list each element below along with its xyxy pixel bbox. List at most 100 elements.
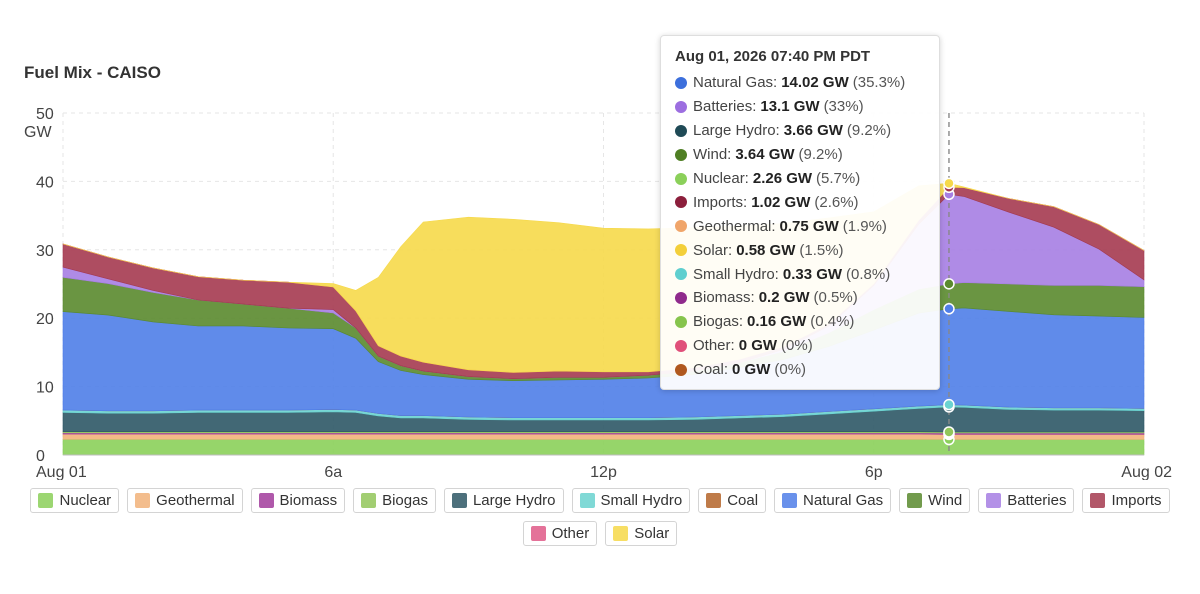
- y-tick-label: 0: [36, 448, 45, 465]
- tooltip-percent: (0.5%): [813, 289, 858, 307]
- legend-swatch-icon: [451, 493, 467, 508]
- legend-item-solar[interactable]: Solar: [605, 521, 678, 546]
- tooltip-value: 3.66 GW: [783, 122, 843, 140]
- tooltip-value: 1.02 GW: [751, 193, 811, 211]
- tooltip-label: Solar:: [693, 241, 733, 259]
- x-tick-label: Aug 02: [1121, 464, 1172, 480]
- hover-marker: [943, 426, 955, 438]
- tooltip-label: Natural Gas:: [693, 74, 778, 92]
- area-geothermal: [62, 433, 1145, 440]
- legend-item-natural-gas[interactable]: Natural Gas: [774, 488, 892, 513]
- legend-item-large-hydro[interactable]: Large Hydro: [443, 488, 564, 513]
- y-axis-label: GW: [24, 124, 52, 141]
- tooltip-value: 2.26 GW: [752, 170, 813, 187]
- tooltip-row: Biogas: 0.16 GW (0.4%): [675, 310, 925, 334]
- series-dot-icon: [675, 268, 687, 281]
- legend-label: Biogas: [382, 492, 428, 509]
- legend-swatch-icon: [907, 493, 923, 508]
- tooltip-row: Coal: 0 GW (0%): [675, 358, 925, 382]
- tooltip-label: Small Hydro:: [693, 265, 779, 283]
- tooltip-value: 0.58 GW: [736, 241, 796, 259]
- tooltip-row: Wind: 3.64 GW (9.2%): [675, 143, 925, 167]
- tooltip-percent: (35.3%): [852, 74, 906, 92]
- chart-legend: Nuclear Geothermal Biomass Biogas Large Hydr…: [20, 488, 1180, 554]
- legend-swatch-icon: [782, 493, 798, 508]
- tooltip-percent: (5.7%): [816, 170, 861, 187]
- legend-item-biomass[interactable]: Biomass: [250, 488, 346, 513]
- chart-title: Fuel Mix - CAISO: [24, 63, 161, 82]
- tooltip-row: Large Hydro: 3.66 GW (9.2%): [675, 119, 925, 143]
- tooltip-value: 13.1 GW: [760, 98, 820, 116]
- legend-item-imports[interactable]: Imports: [1082, 488, 1170, 513]
- legend-label: Imports: [1111, 492, 1162, 509]
- legend-item-wind[interactable]: Wind: [899, 488, 971, 513]
- legend-label: Small Hydro: [600, 492, 683, 509]
- legend-label: Large Hydro: [472, 492, 556, 509]
- legend-label: Wind: [928, 492, 963, 509]
- legend-label: Biomass: [279, 492, 338, 509]
- tooltip-label: Biogas:: [693, 313, 744, 331]
- tooltip-label: Large Hydro:: [693, 122, 780, 140]
- series-dot-icon: [675, 363, 687, 376]
- legend-row: Nuclear Geothermal Biomass Biogas Large Hydr…: [20, 488, 1180, 513]
- tooltip-label: Batteries:: [693, 98, 757, 116]
- tooltip-percent: (1.5%): [799, 241, 844, 259]
- tooltip-row: Small Hydro: 0.33 GW (0.8%): [675, 262, 925, 286]
- series-dot-icon: [675, 172, 687, 185]
- tooltip-row: Natural Gas: 14.02 GW (35.3%): [675, 71, 925, 95]
- legend-swatch-icon: [258, 493, 274, 508]
- tooltip-header: Aug 01, 2026 07:40 PM PDT: [675, 48, 871, 65]
- legend-label: Nuclear: [59, 492, 112, 509]
- series-dot-icon: [675, 291, 687, 304]
- legend-swatch-icon: [579, 493, 595, 508]
- tooltip-row: Geothermal: 0.75 GW (1.9%): [675, 214, 925, 238]
- tooltip-percent: (9.2%): [846, 122, 892, 140]
- hover-tooltip: Aug 01, 2026 07:40 PM PDT Natural Gas: 14…: [660, 35, 940, 390]
- tooltip-label: Other:: [693, 337, 735, 355]
- series-dot-icon: [675, 196, 687, 209]
- tooltip-value: 0 GW: [738, 337, 778, 355]
- tooltip-label: Nuclear:: [693, 170, 749, 187]
- tooltip-label: Coal:: [693, 361, 729, 379]
- legend-item-coal[interactable]: Coal: [698, 488, 767, 513]
- tooltip-label: Imports:: [693, 193, 748, 211]
- y-tick-label: 20: [36, 311, 54, 328]
- hover-marker: [943, 177, 955, 190]
- legend-item-nuclear[interactable]: Nuclear: [30, 488, 120, 513]
- tooltip-label: Biomass:: [693, 289, 755, 307]
- series-dot-icon: [675, 244, 687, 257]
- tooltip-percent: (33%): [823, 98, 864, 116]
- legend-swatch-icon: [613, 526, 629, 541]
- tooltip-value: 0.75 GW: [779, 217, 839, 235]
- y-tick-label: 40: [36, 174, 54, 191]
- tooltip-percent: (0.8%): [846, 265, 891, 283]
- legend-item-other[interactable]: Other: [522, 521, 598, 546]
- tooltip-percent: (1.9%): [842, 217, 887, 235]
- tooltip-value: 0.16 GW: [747, 313, 807, 331]
- legend-item-geothermal[interactable]: Geothermal: [127, 488, 243, 513]
- hover-marker: [943, 398, 955, 411]
- series-dot-icon: [675, 339, 687, 352]
- series-dot-icon: [675, 315, 687, 328]
- series-dot-icon: [675, 220, 687, 233]
- legend-item-biogas[interactable]: Biogas: [353, 488, 436, 513]
- y-tick-label: 10: [36, 380, 54, 397]
- tooltip-rows: Natural Gas: 14.02 GW (35.3%) Batteries: 13.…: [675, 71, 925, 382]
- legend-swatch-icon: [530, 526, 546, 541]
- y-tick-label: 30: [36, 243, 54, 260]
- tooltip-label: Wind:: [693, 146, 732, 164]
- y-tick-label: 50: [36, 106, 54, 123]
- tooltip-value: 0.2 GW: [758, 289, 810, 307]
- tooltip-percent: (2.6%): [814, 193, 859, 211]
- legend-swatch-icon: [986, 493, 1002, 508]
- tooltip-value: 3.64 GW: [735, 146, 795, 164]
- tooltip-value: 0.33 GW: [782, 265, 843, 283]
- legend-item-small-hydro[interactable]: Small Hydro: [571, 488, 691, 513]
- series-dot-icon: [675, 148, 687, 161]
- legend-item-batteries[interactable]: Batteries: [978, 488, 1075, 513]
- tooltip-row: Other: 0 GW (0%): [675, 334, 925, 358]
- x-tick-label: 12p: [590, 464, 617, 480]
- legend-label: Geothermal: [156, 492, 235, 509]
- legend-label: Solar: [634, 525, 670, 542]
